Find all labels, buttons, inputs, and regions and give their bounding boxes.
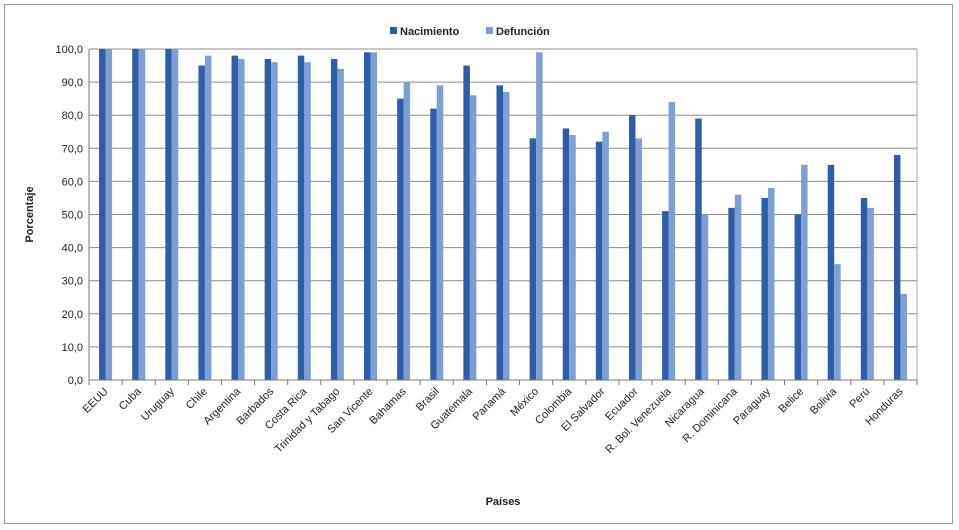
bar-nacimiento-15: [562, 128, 570, 380]
y-axis-title: Porcentaje: [24, 186, 36, 242]
bar-defunción-12: [469, 95, 477, 380]
bar-defunción-2: [138, 49, 146, 380]
bar-chart: 0,0 10,0 20,0 30,0 40,0 50,0 60,0 70,0 80,0 90,0 1…: [24, 26, 918, 508]
legend-label: Nacimiento: [400, 26, 460, 38]
x-tick-label: Bolivia: [808, 385, 840, 417]
bar-nacimiento-7: [297, 55, 305, 381]
bars: [99, 49, 907, 381]
bar-nacimiento-12: [463, 65, 470, 381]
bar-nacimiento-14: [529, 138, 537, 380]
y-tick-label: 60,0: [62, 176, 83, 188]
y-tick-label: 70,0: [62, 143, 83, 155]
bar-nacimiento-25: [893, 154, 901, 380]
legend-swatch: [486, 27, 493, 34]
y-tick-label: 20,0: [62, 309, 83, 321]
bar-nacimiento-1: [99, 49, 106, 380]
bar-nacimiento-5: [231, 55, 239, 381]
bar-nacimiento-16: [595, 141, 603, 380]
bar-defunción-19: [701, 214, 709, 380]
bar-nacimiento-18: [662, 211, 669, 380]
x-tick-label: Brasil: [414, 386, 442, 414]
y-tick-labels: 0,0 10,0 20,0 30,0 40,0 50,0 60,0 70,0 80,0 90,0 1…: [55, 44, 83, 387]
x-tick-label: Cuba: [117, 385, 145, 413]
bar-defunción-10: [403, 82, 411, 380]
bar-defunción-3: [171, 49, 179, 380]
legend-label: Defunción: [496, 26, 550, 38]
bar-defunción-22: [801, 164, 808, 380]
x-tick-label: Panamá: [471, 385, 509, 423]
x-tick-label: Chile: [184, 386, 210, 412]
bar-nacimiento-10: [397, 98, 404, 381]
bar-nacimiento-13: [496, 85, 503, 380]
bar-nacimiento-19: [695, 118, 702, 380]
bar-defunción-25: [900, 293, 907, 380]
y-tick-label: 80,0: [62, 110, 83, 122]
x-tick-label: Bahamas: [367, 385, 409, 427]
legend: Nacimiento Defunción: [390, 26, 550, 38]
y-tick-label: 0,0: [68, 375, 83, 387]
y-tick-label: 10,0: [62, 342, 83, 354]
bar-defunción-17: [635, 138, 642, 380]
x-axis-title: Países: [486, 496, 521, 508]
bar-defunción-11: [436, 85, 444, 380]
axes: [88, 49, 918, 385]
bar-nacimiento-3: [165, 49, 172, 380]
bar-nacimiento-9: [364, 52, 371, 381]
bar-defunción-20: [734, 194, 742, 380]
bar-nacimiento-24: [860, 197, 868, 380]
bar-nacimiento-20: [728, 207, 735, 380]
y-tick-label: 50,0: [62, 210, 83, 222]
x-tick-label: Paraguay: [731, 385, 773, 427]
y-tick-label: 30,0: [62, 276, 83, 288]
x-tick-label: Belice: [777, 386, 807, 416]
bar-defunción-21: [767, 188, 775, 380]
bar-defunción-1: [105, 49, 113, 380]
bar-nacimiento-8: [330, 58, 338, 381]
bar-nacimiento-23: [827, 164, 835, 380]
bar-defunción-5: [238, 58, 245, 381]
x-tick-label: Uruguay: [139, 385, 177, 423]
y-tick-label: 90,0: [62, 77, 83, 89]
y-tick-label: 40,0: [62, 243, 83, 255]
bar-nacimiento-22: [794, 214, 802, 380]
bar-nacimiento-21: [761, 197, 768, 380]
legend-swatch: [390, 27, 397, 34]
bar-defunción-4: [204, 55, 212, 381]
bar-defunción-23: [834, 264, 841, 380]
bar-nacimiento-4: [198, 65, 205, 381]
bar-defunción-16: [602, 131, 609, 380]
x-tick-label: EEUU: [81, 386, 111, 416]
bar-defunción-8: [337, 68, 344, 381]
bar-defunción-15: [569, 135, 576, 380]
bar-defunción-9: [370, 52, 378, 381]
bar-nacimiento-11: [430, 108, 437, 380]
x-tick-label: Perú: [848, 386, 873, 411]
bar-defunción-24: [867, 207, 874, 380]
bar-defunción-13: [503, 92, 510, 380]
chart-frame: 0,0 10,0 20,0 30,0 40,0 50,0 60,0 70,0 80,0 90,0 1…: [4, 4, 953, 524]
bar-nacimiento-6: [264, 58, 272, 381]
bar-nacimiento-2: [132, 49, 139, 380]
x-tick-label: México: [508, 386, 541, 419]
bar-defunción-7: [304, 62, 311, 381]
bar-defunción-14: [536, 52, 543, 381]
y-tick-label: 100,0: [55, 44, 83, 56]
bar-defunción-6: [271, 62, 278, 381]
bar-defunción-18: [668, 101, 676, 381]
bar-nacimiento-17: [628, 115, 636, 380]
